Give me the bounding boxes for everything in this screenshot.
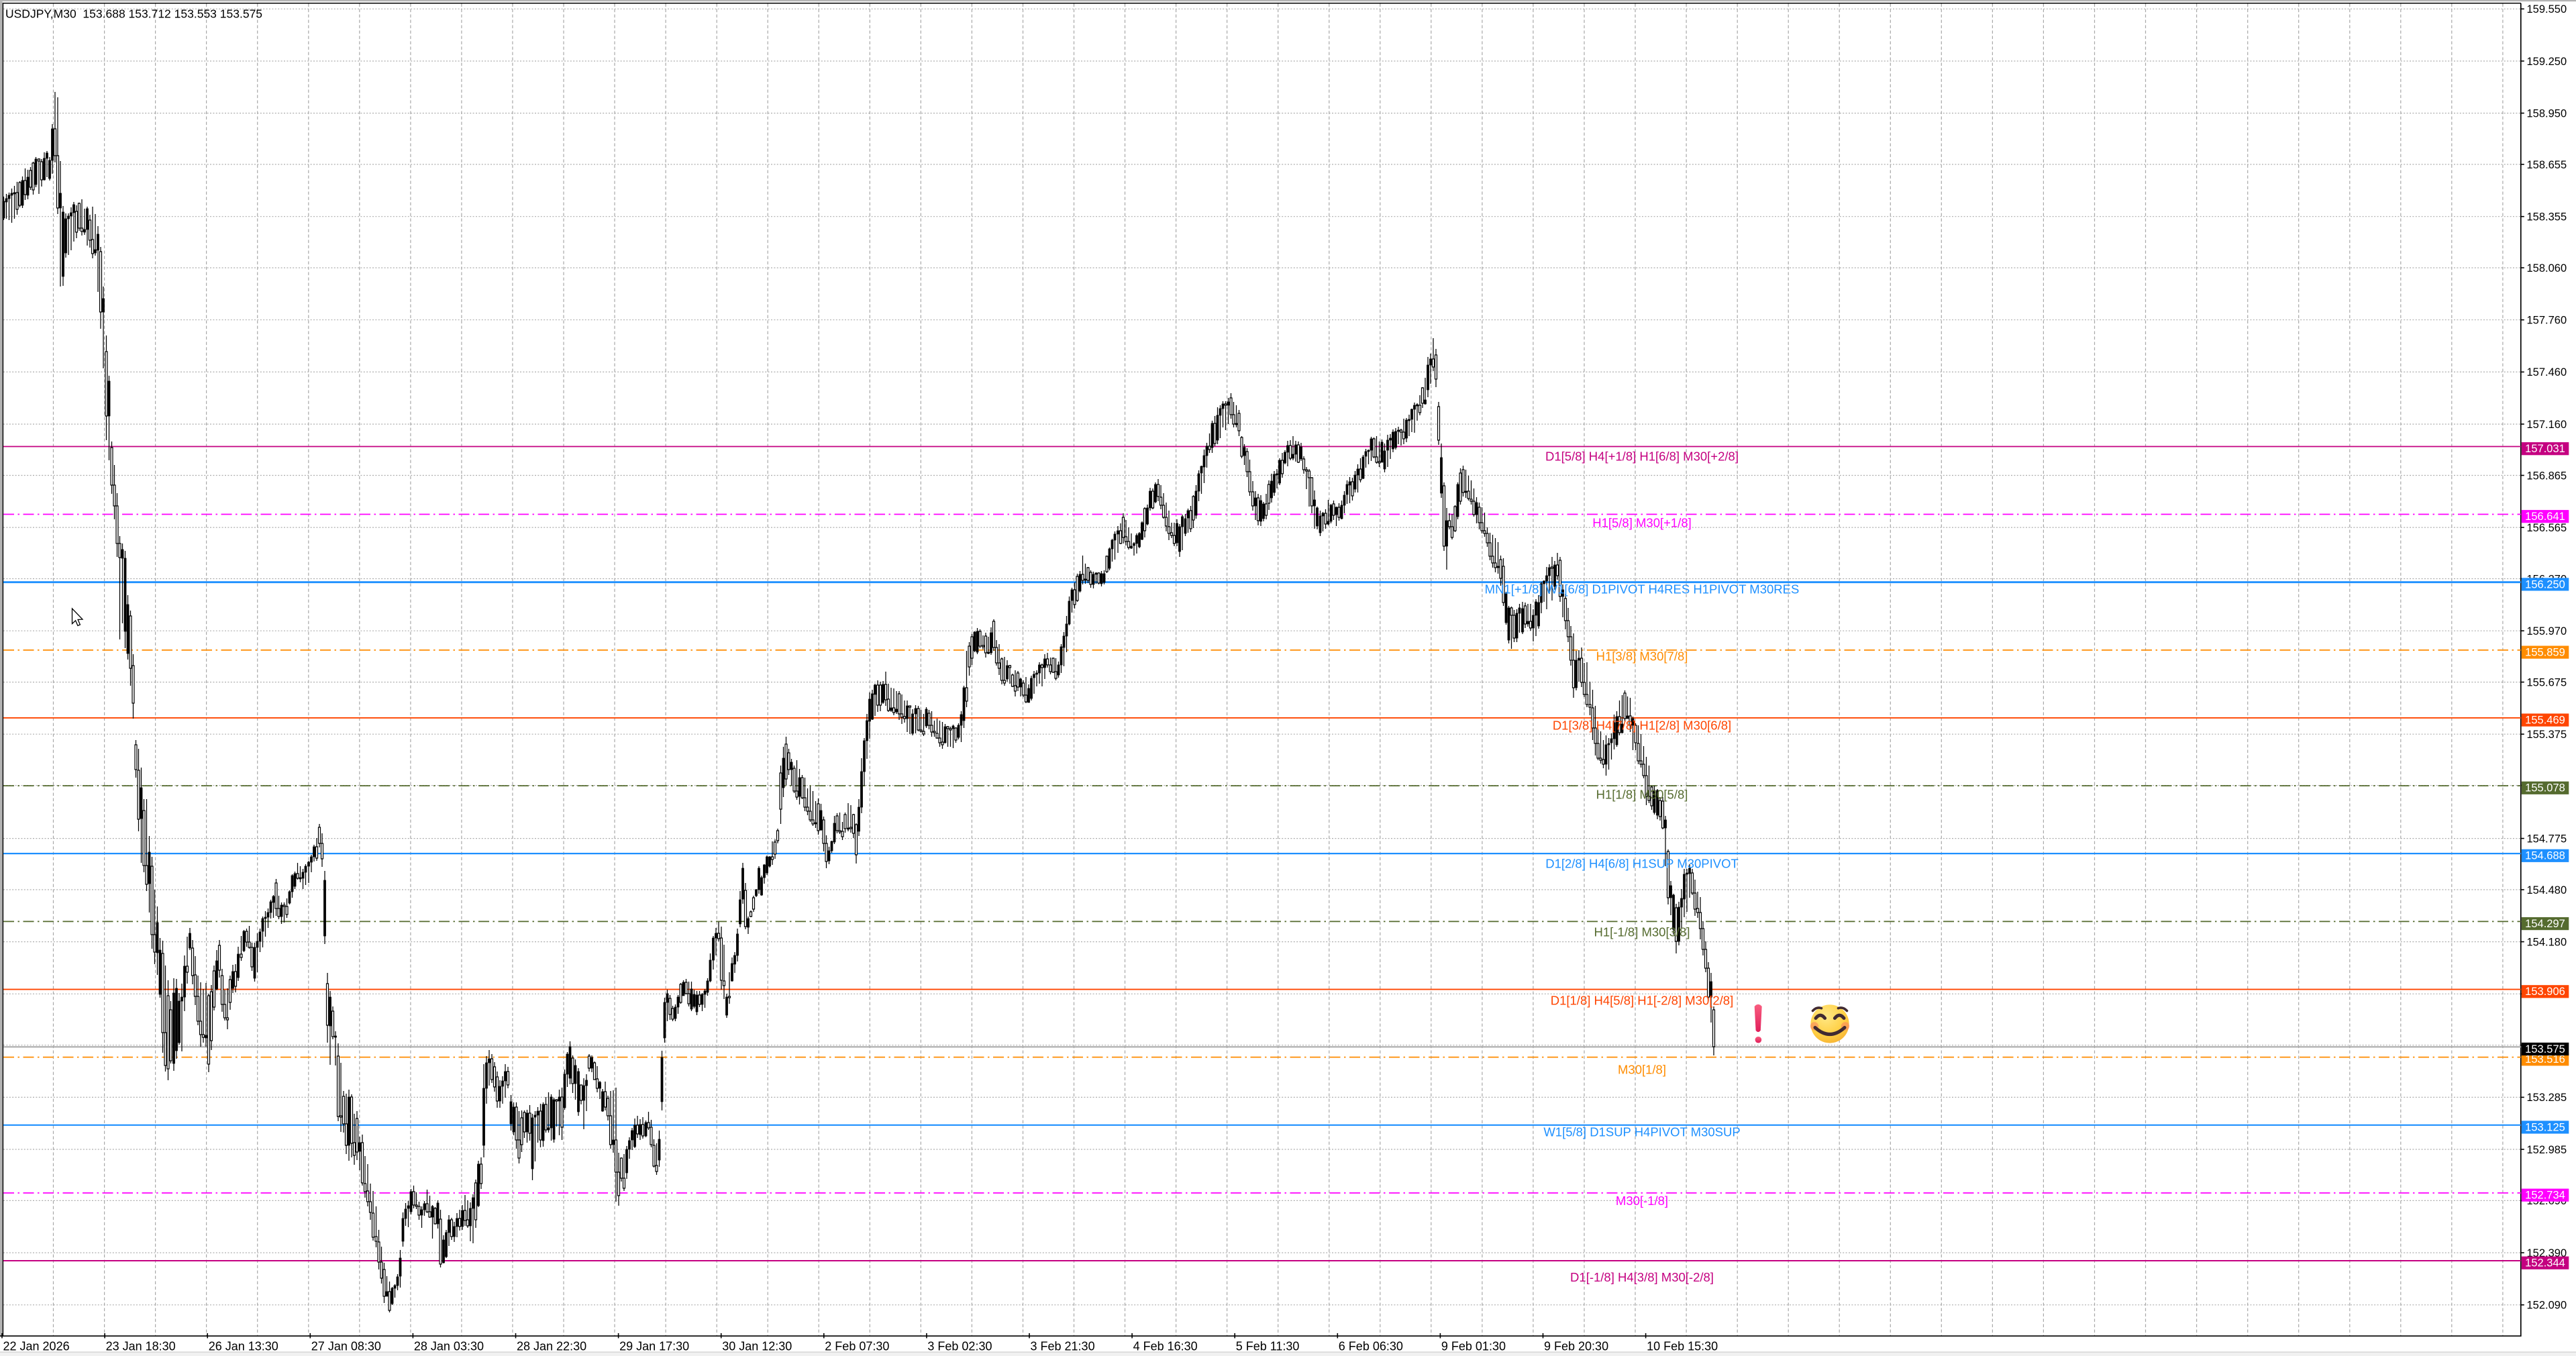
svg-text:156.641: 156.641 <box>2525 511 2565 523</box>
svg-text:30 Jan 12:30: 30 Jan 12:30 <box>722 1340 792 1353</box>
svg-text:154.297: 154.297 <box>2525 918 2565 930</box>
svg-text:D1[5/8] H4[+1/8] H1[6/8] M30[+: D1[5/8] H4[+1/8] H1[6/8] M30[+2/8] <box>1545 449 1739 463</box>
svg-text:5 Feb 11:30: 5 Feb 11:30 <box>1236 1340 1300 1353</box>
svg-text:D1[3/8] H4[7/8] H1[2/8] M30[6/: D1[3/8] H4[7/8] H1[2/8] M30[6/8] <box>1553 718 1731 732</box>
svg-text:156.565: 156.565 <box>2527 522 2567 534</box>
svg-text:28 Jan 22:30: 28 Jan 22:30 <box>517 1340 586 1353</box>
svg-text:9 Feb 20:30: 9 Feb 20:30 <box>1544 1340 1608 1353</box>
svg-text:26 Jan 13:30: 26 Jan 13:30 <box>209 1340 278 1353</box>
svg-text:157.160: 157.160 <box>2527 419 2567 431</box>
svg-text:159.550: 159.550 <box>2527 3 2567 15</box>
svg-text:M30[1/8]: M30[1/8] <box>1618 1062 1666 1076</box>
svg-text:158.655: 158.655 <box>2527 159 2567 171</box>
svg-text:155.970: 155.970 <box>2527 625 2567 637</box>
svg-text:154.775: 154.775 <box>2527 833 2567 845</box>
svg-text:159.250: 159.250 <box>2527 56 2567 68</box>
svg-text:156.250: 156.250 <box>2525 578 2565 590</box>
svg-text:29 Jan 17:30: 29 Jan 17:30 <box>619 1340 689 1353</box>
svg-text:22 Jan 2026: 22 Jan 2026 <box>3 1340 70 1353</box>
svg-text:H1[3/8] M30[7/8]: H1[3/8] M30[7/8] <box>1596 649 1688 664</box>
svg-text:USDJPY,M30 153.688 153.712 15: USDJPY,M30 153.688 153.712 153.553 153.5… <box>5 7 262 21</box>
svg-text:4 Feb 16:30: 4 Feb 16:30 <box>1133 1340 1198 1353</box>
svg-text:6 Feb 06:30: 6 Feb 06:30 <box>1339 1340 1403 1353</box>
svg-text:158.060: 158.060 <box>2527 262 2567 274</box>
svg-text:153.285: 153.285 <box>2527 1092 2567 1104</box>
svg-text:154.180: 154.180 <box>2527 936 2567 948</box>
svg-text:27 Jan 08:30: 27 Jan 08:30 <box>311 1340 381 1353</box>
svg-text:2 Feb 07:30: 2 Feb 07:30 <box>825 1340 889 1353</box>
svg-text:23 Jan 18:30: 23 Jan 18:30 <box>106 1340 176 1353</box>
svg-text:D1[2/8] H4[6/8] H1SUP M30PIVOT: D1[2/8] H4[6/8] H1SUP M30PIVOT <box>1545 856 1739 870</box>
svg-text:155.859: 155.859 <box>2525 647 2565 659</box>
svg-text:3 Feb 21:30: 3 Feb 21:30 <box>1031 1340 1095 1353</box>
svg-text:D1[-1/8] H4[3/8] M30[-2/8]: D1[-1/8] H4[3/8] M30[-2/8] <box>1570 1270 1714 1284</box>
svg-text:28 Jan 03:30: 28 Jan 03:30 <box>414 1340 484 1353</box>
svg-text:153.125: 153.125 <box>2525 1121 2565 1133</box>
svg-text:152.390: 152.390 <box>2527 1247 2567 1259</box>
svg-text:157.760: 157.760 <box>2527 315 2567 327</box>
svg-text:157.460: 157.460 <box>2527 366 2567 378</box>
svg-text:152.090: 152.090 <box>2527 1300 2567 1312</box>
svg-text:157.031: 157.031 <box>2525 443 2565 455</box>
svg-text:M30[-1/8]: M30[-1/8] <box>1616 1194 1668 1208</box>
svg-text:H1[-1/8] M30[3/8]: H1[-1/8] M30[3/8] <box>1594 925 1690 939</box>
svg-text:10 Feb 15:30: 10 Feb 15:30 <box>1647 1340 1718 1353</box>
svg-text:154.480: 154.480 <box>2527 884 2567 896</box>
svg-text:9 Feb 01:30: 9 Feb 01:30 <box>1441 1340 1506 1353</box>
svg-text:152.344: 152.344 <box>2525 1257 2565 1269</box>
svg-text:153.575: 153.575 <box>2525 1043 2565 1055</box>
svg-text:D1[1/8] H4[5/8] H1[-2/8] M30[2: D1[1/8] H4[5/8] H1[-2/8] M30[2/8] <box>1551 993 1734 1007</box>
svg-text:152.734: 152.734 <box>2525 1190 2565 1202</box>
svg-text:154.688: 154.688 <box>2525 850 2565 862</box>
svg-text:H1[1/8] M30[5/8]: H1[1/8] M30[5/8] <box>1596 787 1688 801</box>
svg-text:MN1[+1/8] W1[6/8] D1PIVOT H4RE: MN1[+1/8] W1[6/8] D1PIVOT H4RES H1PIVOT … <box>1485 582 1800 596</box>
svg-text:153.906: 153.906 <box>2525 986 2565 998</box>
svg-text:156.865: 156.865 <box>2527 470 2567 482</box>
svg-text:158.950: 158.950 <box>2527 107 2567 119</box>
svg-text:155.375: 155.375 <box>2527 729 2567 741</box>
svg-text:3 Feb 02:30: 3 Feb 02:30 <box>927 1340 992 1353</box>
svg-text:155.469: 155.469 <box>2525 715 2565 727</box>
svg-text:158.355: 158.355 <box>2527 211 2567 223</box>
svg-text:H1[5/8] M30[+1/8]: H1[5/8] M30[+1/8] <box>1592 515 1692 529</box>
svg-text:155.675: 155.675 <box>2527 676 2567 688</box>
svg-text:153.516: 153.516 <box>2525 1053 2565 1065</box>
svg-text:155.078: 155.078 <box>2525 782 2565 794</box>
svg-text:W1[5/8] D1SUP H4PIVOT M30SUP: W1[5/8] D1SUP H4PIVOT M30SUP <box>1543 1125 1740 1139</box>
svg-text:152.985: 152.985 <box>2527 1144 2567 1156</box>
